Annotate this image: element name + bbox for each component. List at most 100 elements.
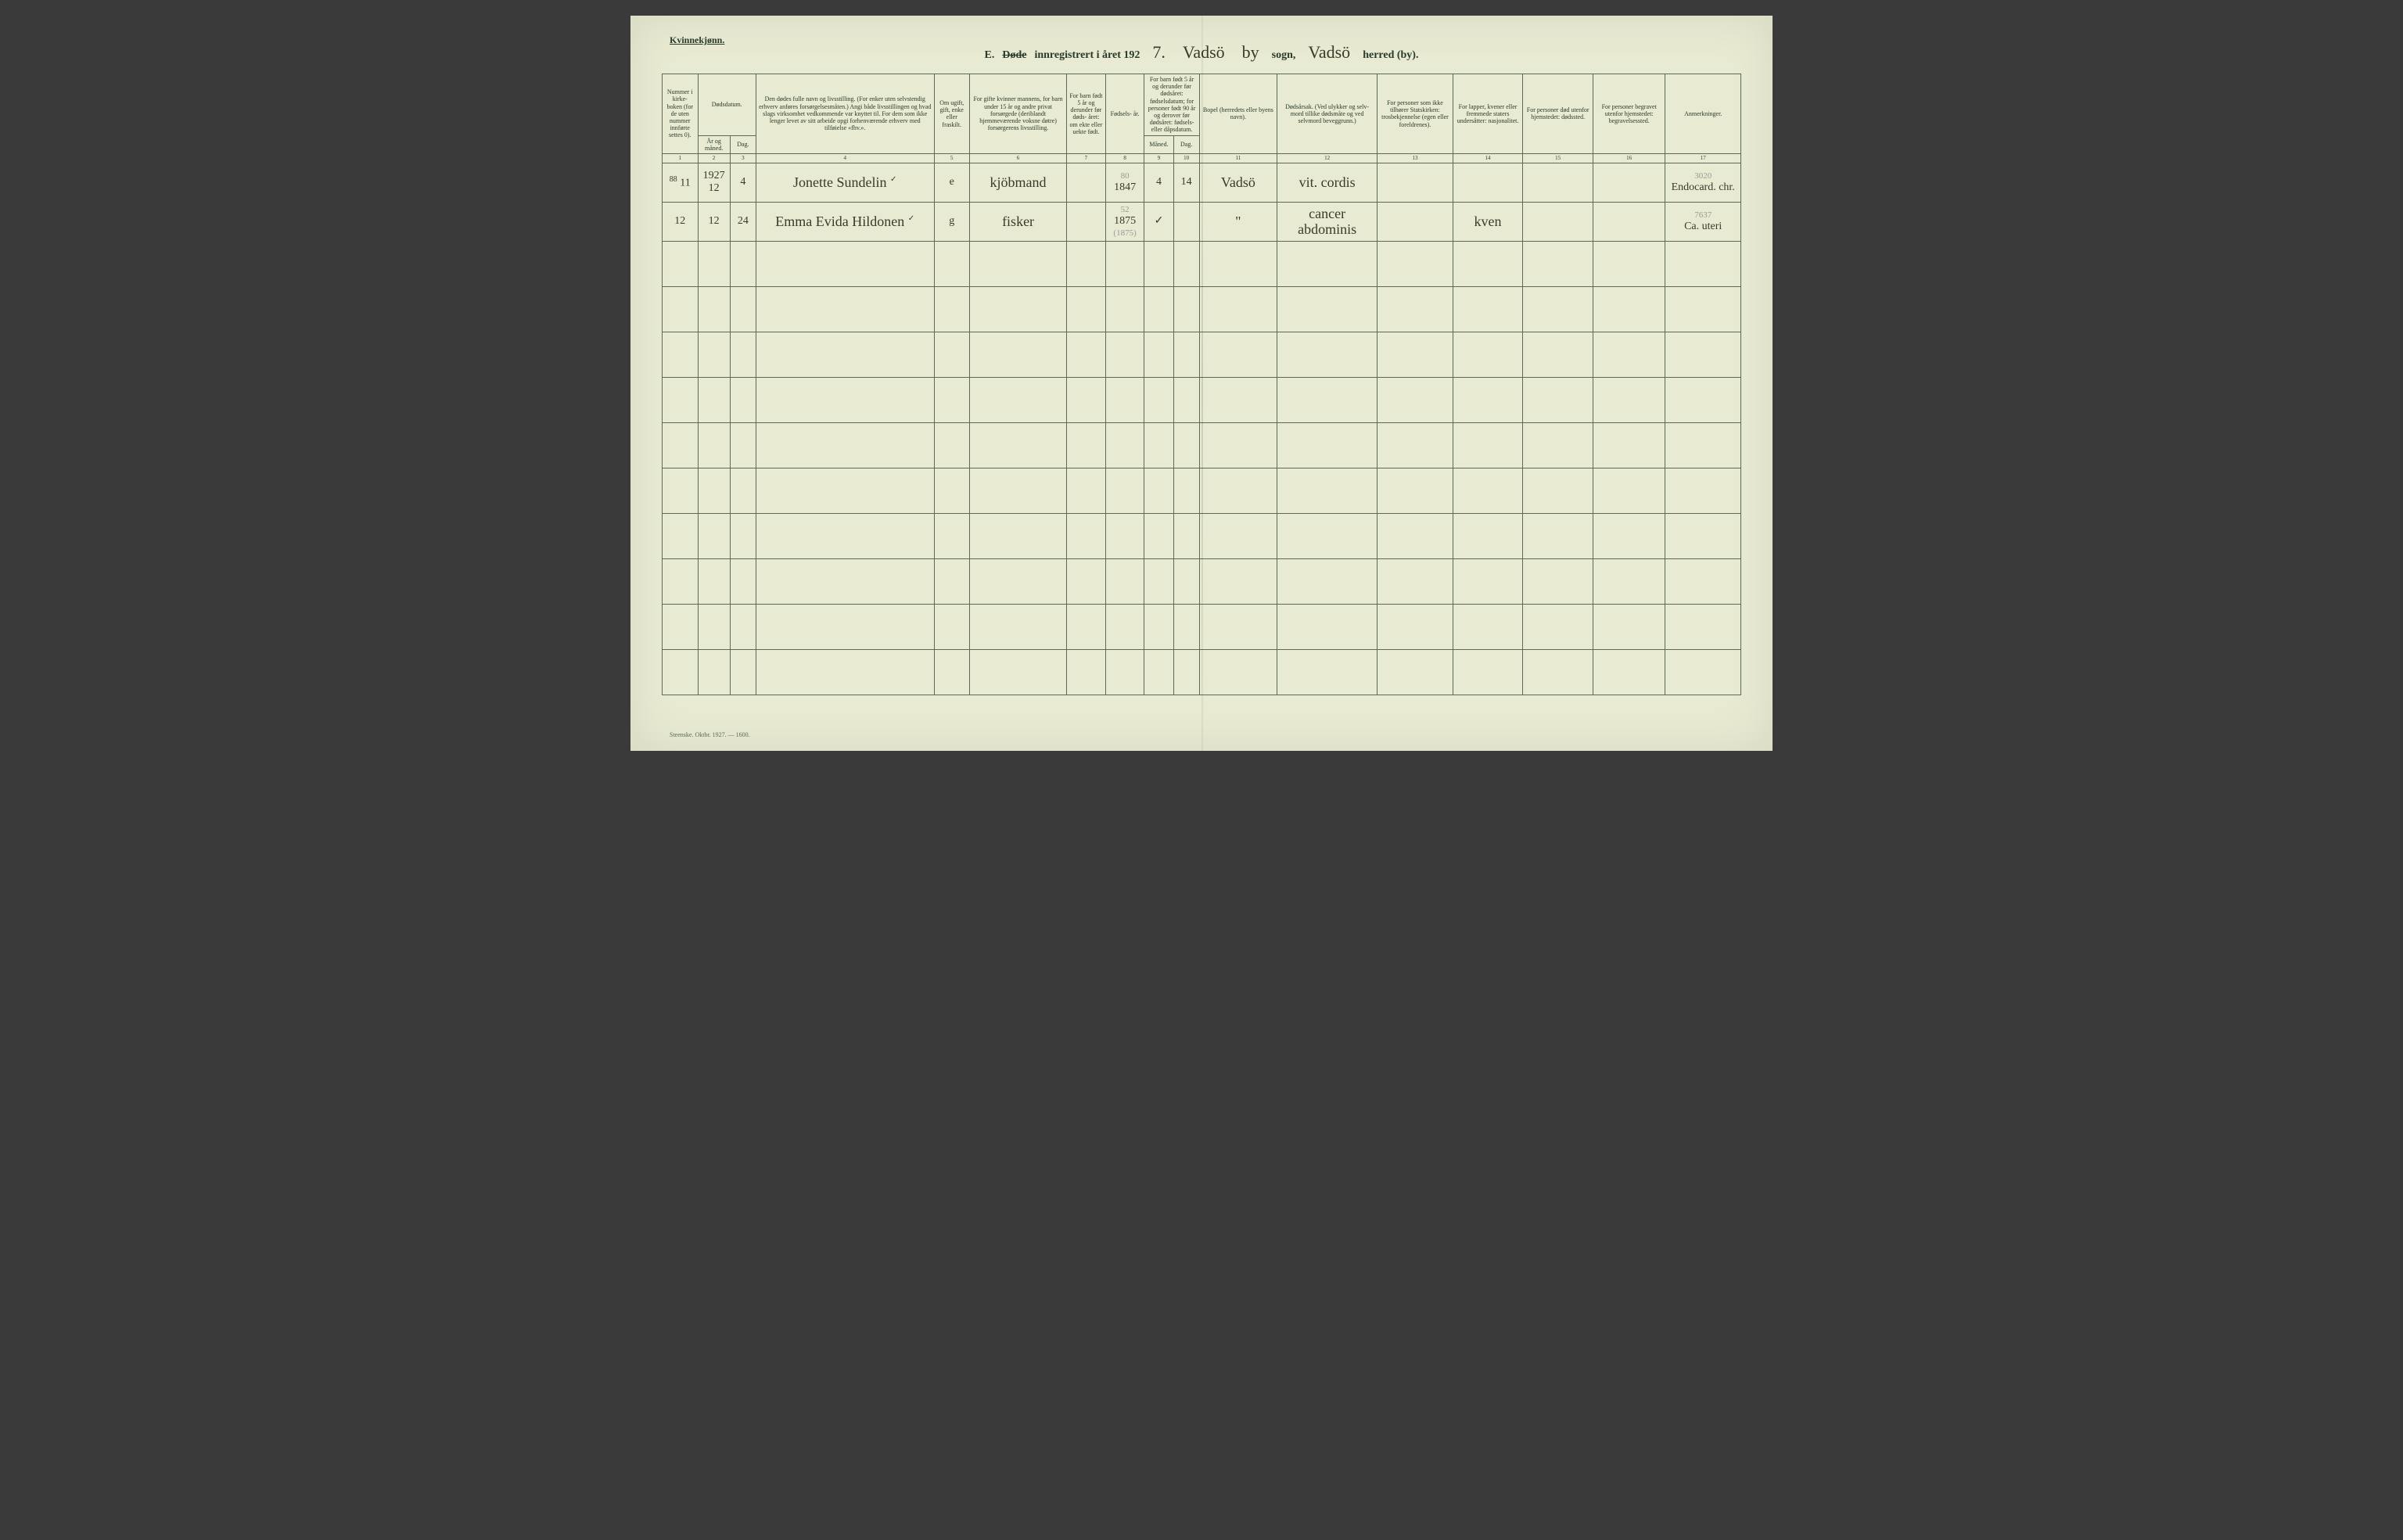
cell bbox=[1378, 649, 1453, 695]
cell bbox=[1523, 649, 1593, 695]
col-4-header: Den dødes fulle navn og livsstilling. (F… bbox=[756, 74, 934, 154]
cell bbox=[1105, 604, 1144, 649]
notes: 7637Ca. uteri bbox=[1665, 202, 1741, 241]
table-row: 88 111927124Jonette Sundelin ✓ekjöbmand8… bbox=[663, 163, 1741, 202]
cell bbox=[1277, 377, 1377, 422]
cell bbox=[698, 604, 730, 649]
cell bbox=[1199, 604, 1277, 649]
cell bbox=[1378, 513, 1453, 558]
cell bbox=[1665, 558, 1741, 604]
cell bbox=[1523, 558, 1593, 604]
cell bbox=[756, 332, 934, 377]
header-year-hw: 7. bbox=[1148, 42, 1170, 63]
column-number: 9 bbox=[1144, 153, 1173, 163]
cell bbox=[1523, 332, 1593, 377]
cell bbox=[1144, 558, 1173, 604]
col-16-header: For personer begravet utenfor hjemstedet… bbox=[1593, 74, 1665, 154]
column-number: 8 bbox=[1105, 153, 1144, 163]
header-line: E. Døde innregistrert i året 1927. Vadsö… bbox=[662, 42, 1741, 63]
cell bbox=[698, 468, 730, 513]
cell bbox=[1665, 468, 1741, 513]
cell bbox=[756, 468, 934, 513]
cell bbox=[934, 513, 970, 558]
marital-status: e bbox=[934, 163, 970, 202]
col-2b-header: Dag. bbox=[730, 135, 756, 153]
col-2-top-header: Dødsdatum. bbox=[698, 74, 756, 136]
column-number: 10 bbox=[1173, 153, 1199, 163]
cell bbox=[1665, 286, 1741, 332]
cell bbox=[663, 286, 699, 332]
cell bbox=[663, 604, 699, 649]
col-9-top-header: For barn født 5 år og derunder før dødså… bbox=[1144, 74, 1199, 136]
column-numbers-row: 1234567891011121314151617 bbox=[663, 153, 1741, 163]
cell bbox=[970, 332, 1067, 377]
header-by: by bbox=[1237, 42, 1264, 63]
cell bbox=[1067, 286, 1106, 332]
cell bbox=[663, 422, 699, 468]
cell bbox=[1173, 241, 1199, 286]
cell bbox=[730, 558, 756, 604]
cell bbox=[1523, 422, 1593, 468]
cause-of-death: cancer abdominis bbox=[1277, 202, 1377, 241]
cell bbox=[698, 377, 730, 422]
cell bbox=[1105, 241, 1144, 286]
cell bbox=[756, 422, 934, 468]
cell bbox=[970, 377, 1067, 422]
nationality: kven bbox=[1453, 202, 1523, 241]
cell bbox=[1105, 377, 1144, 422]
cell bbox=[1378, 422, 1453, 468]
cell bbox=[1665, 377, 1741, 422]
cell bbox=[970, 649, 1067, 695]
cell bbox=[1523, 377, 1593, 422]
cell bbox=[1173, 286, 1199, 332]
cell bbox=[1593, 558, 1665, 604]
cell bbox=[730, 468, 756, 513]
confession bbox=[1378, 202, 1453, 241]
cell bbox=[1453, 604, 1523, 649]
confession bbox=[1378, 163, 1453, 202]
cell bbox=[663, 468, 699, 513]
column-number: 16 bbox=[1593, 153, 1665, 163]
cell bbox=[1378, 377, 1453, 422]
row-number: 12 bbox=[663, 202, 699, 241]
cell bbox=[1173, 513, 1199, 558]
header-place2: Vadsö bbox=[1303, 42, 1355, 63]
cell bbox=[698, 649, 730, 695]
cell bbox=[1277, 241, 1377, 286]
cell bbox=[730, 513, 756, 558]
column-number: 7 bbox=[1067, 153, 1106, 163]
death-day: 4 bbox=[730, 163, 756, 202]
cell bbox=[1378, 558, 1453, 604]
birth-day bbox=[1173, 202, 1199, 241]
cell bbox=[1277, 649, 1377, 695]
header-dode: Døde bbox=[1002, 49, 1026, 62]
cell bbox=[1277, 604, 1377, 649]
cell bbox=[970, 422, 1067, 468]
cell bbox=[663, 649, 699, 695]
cell bbox=[730, 422, 756, 468]
cell bbox=[970, 468, 1067, 513]
col-1-header: Nummer i kirke- boken (for de uten numme… bbox=[663, 74, 699, 154]
cell bbox=[1523, 513, 1593, 558]
marital-status: g bbox=[934, 202, 970, 241]
cell bbox=[1173, 558, 1199, 604]
col-13-header: For personer som ikke tilhører Statskirk… bbox=[1378, 74, 1453, 154]
cell bbox=[730, 332, 756, 377]
cell bbox=[698, 286, 730, 332]
cell bbox=[1665, 604, 1741, 649]
ledger-table: Nummer i kirke- boken (for de uten numme… bbox=[662, 74, 1741, 695]
cell bbox=[698, 422, 730, 468]
cell bbox=[663, 558, 699, 604]
provider-occupation: kjöbmand bbox=[970, 163, 1067, 202]
cell bbox=[1199, 513, 1277, 558]
table-row bbox=[663, 286, 1741, 332]
column-number: 6 bbox=[970, 153, 1067, 163]
cell bbox=[756, 649, 934, 695]
cell bbox=[1199, 286, 1277, 332]
cell bbox=[1199, 468, 1277, 513]
table-row: 121224Emma Evida Hildonen ✓gfisker521875… bbox=[663, 202, 1741, 241]
cell bbox=[1199, 649, 1277, 695]
cell bbox=[1523, 286, 1593, 332]
legitimacy bbox=[1067, 163, 1106, 202]
cell bbox=[1105, 558, 1144, 604]
